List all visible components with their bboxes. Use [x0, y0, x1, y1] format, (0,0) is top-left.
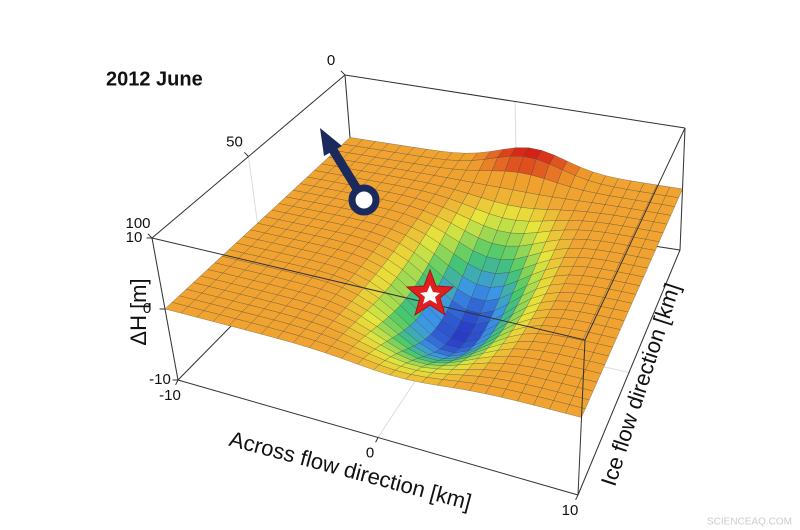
x-axis-label: Across flow direction [km]: [227, 426, 474, 515]
box-edge: [584, 127, 686, 341]
tick-mark: [243, 151, 249, 157]
tick-label: 50: [226, 133, 243, 150]
chart-title: 2012 June: [106, 68, 203, 90]
tick-label: -10: [149, 371, 171, 388]
box-edge: [577, 249, 681, 496]
box-edge: [344, 74, 686, 129]
event-star-inner: [420, 285, 440, 304]
tick-mark: [575, 494, 579, 501]
tick-mark: [375, 437, 379, 443]
tick-label: 0: [143, 300, 151, 317]
flow-arrow: [320, 128, 380, 216]
tick-label: -10: [159, 387, 181, 404]
arrow-origin: [348, 184, 380, 216]
watermark: SCIENCEAQ.COM: [707, 517, 792, 528]
box-edge: [577, 339, 586, 496]
tick-mark: [175, 379, 179, 386]
tick-label: 0: [366, 444, 374, 461]
box-edge: [151, 237, 586, 341]
surface: [164, 137, 683, 418]
tick-label: 10: [126, 229, 143, 246]
tick-mark: [340, 70, 346, 76]
tick-label: 0: [327, 52, 335, 69]
tick-label: 10: [562, 502, 579, 519]
arrow-head: [320, 128, 342, 156]
tick-mark: [147, 233, 153, 239]
tick-label: 100: [125, 215, 150, 232]
z-axis-label: ΔH [m]: [126, 278, 151, 345]
